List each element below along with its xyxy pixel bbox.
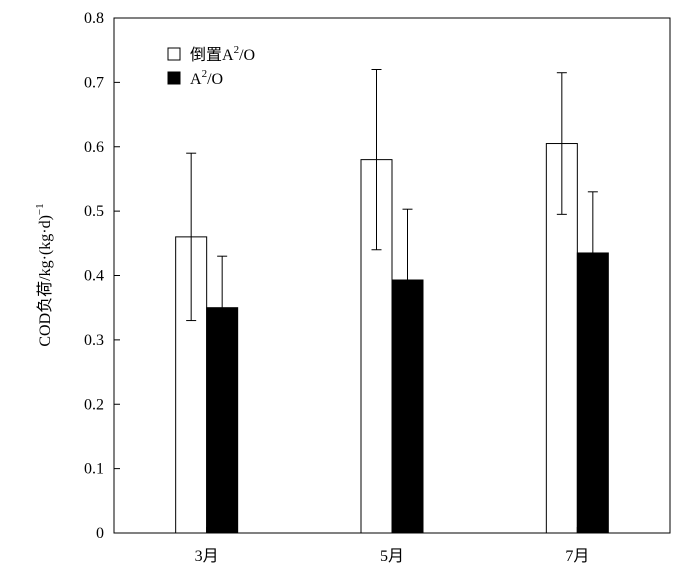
y-tick-label: 0.3 (84, 332, 104, 349)
y-tick-label: 0.8 (84, 10, 104, 27)
legend: 倒置A2/O A2/O (167, 44, 255, 88)
y-tick-label: 0.7 (84, 74, 104, 91)
y-axis-label-superscript: −1 (34, 203, 46, 215)
y-axis-label: COD负荷/kg·(kg·d)−1 (34, 203, 54, 346)
legend-label-series-2: A2/O (190, 68, 223, 88)
y-axis-ticks: 0 0.1 0.2 0.3 0.4 0.5 0.6 0.7 0.8 (84, 10, 120, 542)
legend-swatch-series-2 (167, 71, 181, 85)
legend-swatch-series-1 (167, 47, 181, 61)
y-tick-label: 0.5 (84, 203, 104, 220)
x-tick-label: 3月 (195, 548, 219, 565)
x-tick-label: 7月 (565, 548, 589, 565)
legend-label-series-1: 倒置A2/O (190, 44, 255, 64)
y-tick-label: 0.6 (84, 139, 104, 156)
y-tick-label: 0.1 (84, 461, 104, 478)
y-tick-label: 0.2 (84, 396, 104, 413)
y-tick-label: 0 (96, 525, 104, 542)
x-axis-ticks: 3月 5月 7月 (195, 527, 589, 565)
y-axis-label-text: COD负荷/kg·(kg·d) (36, 215, 54, 347)
bars-group (175, 69, 609, 534)
y-tick-label: 0.4 (84, 268, 104, 285)
x-tick-label: 5月 (380, 548, 404, 565)
